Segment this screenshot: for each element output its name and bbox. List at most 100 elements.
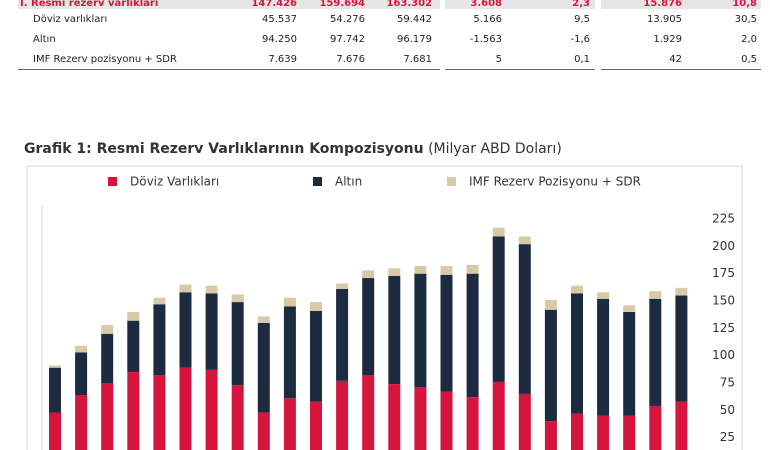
bar-segment	[597, 298, 610, 416]
bar-segment	[283, 306, 296, 399]
bar-segment	[518, 236, 531, 245]
bar-segment	[362, 278, 375, 376]
bar-segment	[257, 316, 270, 323]
table-number: 15.876	[643, 0, 682, 9]
row-label: I. Resmi rezerv varlıkları	[20, 0, 159, 9]
table-number: 94.250	[262, 34, 297, 45]
bar-segment	[153, 304, 166, 376]
bar-segment	[675, 295, 688, 402]
bar-segment	[205, 293, 218, 370]
bar-segment	[544, 309, 557, 422]
bar-segment	[336, 288, 349, 381]
table-number: 13.905	[647, 14, 682, 25]
row-label: Döviz varlıkları	[33, 14, 108, 25]
bar-segment	[466, 397, 479, 450]
legend-label: IMF Rezerv Pozisyonu + SDR	[469, 175, 641, 189]
bar-segment	[205, 369, 218, 450]
bar-segment	[492, 381, 505, 450]
legend-swatch	[108, 177, 117, 186]
table-number: 0,5	[741, 54, 757, 65]
bar-segment	[649, 298, 662, 406]
bar-segment	[623, 415, 636, 450]
bar-segment	[492, 236, 505, 382]
bar-segment	[336, 380, 349, 450]
table-rule	[601, 69, 761, 70]
bar-segment	[597, 415, 610, 450]
bar-segment	[414, 273, 427, 388]
bar-segment	[518, 393, 531, 450]
bar-segment	[571, 285, 583, 294]
bar-segment	[414, 266, 427, 274]
bar-segment	[466, 264, 479, 274]
table-number: 42	[669, 54, 682, 65]
table-number: 9,5	[574, 14, 590, 25]
bar-segment	[49, 365, 61, 368]
bar-segment	[649, 405, 662, 450]
table-number: 147.426	[251, 0, 297, 9]
table-number: 54.276	[330, 14, 365, 25]
y-tick-label: 25	[720, 430, 735, 444]
bar-segment	[362, 375, 375, 450]
bar-segment	[179, 284, 192, 293]
y-tick-label: 150	[712, 294, 735, 308]
bar-segment	[414, 387, 427, 450]
bar-segment	[310, 302, 322, 311]
table-number: 163.302	[386, 0, 432, 9]
bar-segment	[49, 367, 61, 413]
legend-label: Döviz Varlıkları	[130, 175, 219, 189]
table-number: 2,0	[741, 34, 757, 45]
bar-segment	[388, 275, 401, 385]
bar-segment	[440, 274, 453, 392]
bar-segment	[153, 297, 166, 305]
bar-segment	[649, 291, 662, 299]
bar-segment	[310, 401, 322, 450]
bar-segment	[231, 294, 244, 303]
row-label: Altın	[33, 34, 56, 45]
table-number: 7.639	[268, 54, 297, 65]
bar-segment	[440, 266, 453, 275]
table-number: 59.442	[397, 14, 432, 25]
table-number: 45.537	[262, 14, 297, 25]
bar-segment	[571, 293, 583, 414]
table-number: 96.179	[397, 34, 432, 45]
header-band	[445, 0, 595, 9]
row-label: IMF Rezerv pozisyonu + SDR	[33, 54, 177, 65]
bar-segment	[283, 398, 296, 450]
table-number: 3.608	[470, 0, 502, 9]
bar-segment	[492, 227, 505, 237]
header-band	[18, 0, 440, 9]
bar-segment	[75, 352, 88, 396]
bar-segment	[544, 421, 557, 450]
table-number: 7.681	[403, 54, 432, 65]
bar-segment	[336, 283, 349, 289]
table-number: -1.563	[469, 34, 502, 45]
bar-segment	[362, 270, 375, 279]
bar-segment	[127, 320, 140, 373]
bar-segment	[153, 375, 166, 450]
table-number: 7.676	[336, 54, 365, 65]
table-number: 159.694	[319, 0, 365, 9]
table-number: 1.929	[653, 34, 682, 45]
y-tick-label: 75	[720, 376, 735, 390]
bar-segment	[675, 287, 688, 296]
bar-segment	[127, 311, 140, 321]
bar-segment	[388, 384, 401, 450]
title: Grafik 1: Resmi Rezerv Varlıklarının Kom…	[24, 141, 424, 157]
bar-segment	[101, 383, 114, 450]
bar-segment	[231, 385, 244, 450]
y-tick-label: 125	[712, 321, 735, 335]
y-tick-label: 225	[712, 212, 735, 226]
y-tick-label: 200	[712, 239, 735, 253]
bar-segment	[623, 311, 636, 416]
y-tick-label: 50	[720, 403, 735, 417]
bar-segment	[257, 412, 270, 450]
table-number: 97.742	[330, 34, 365, 45]
table-number: -1,6	[570, 34, 590, 45]
bar-segment	[675, 401, 688, 450]
bar-segment	[205, 285, 218, 294]
table-number: 5	[495, 54, 502, 65]
bar-segment	[283, 297, 296, 307]
bar-segment	[75, 395, 88, 450]
